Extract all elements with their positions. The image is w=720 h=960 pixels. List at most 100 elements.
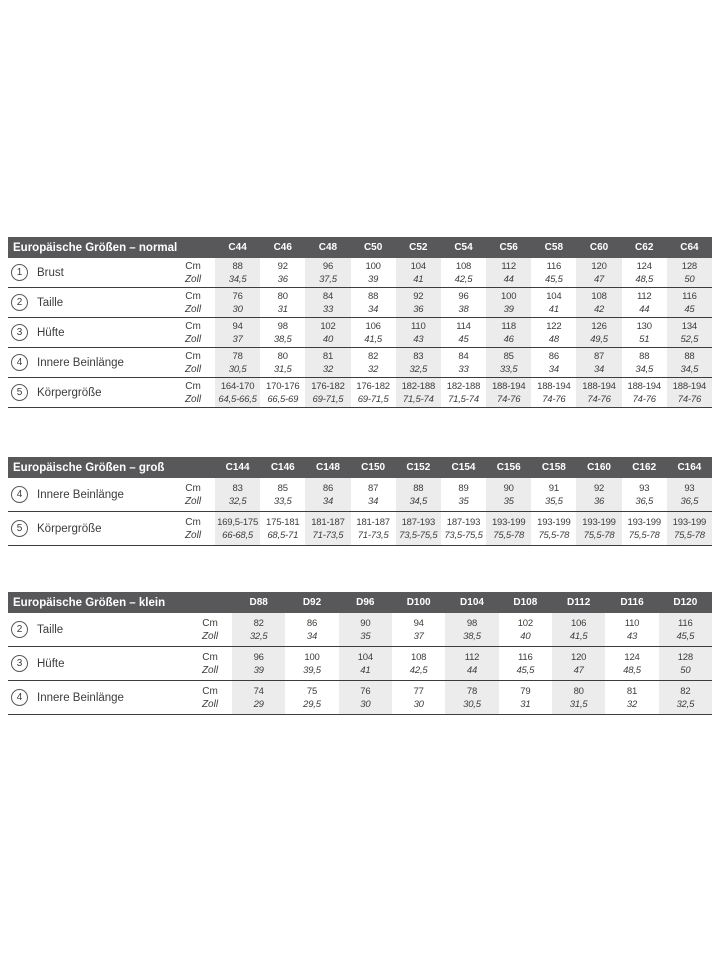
zoll-value: 43: [413, 333, 424, 345]
zoll-value: 30: [232, 303, 243, 315]
cm-value: 96: [253, 651, 264, 663]
cm-value: 88: [639, 350, 650, 362]
zoll-value: 31,5: [273, 363, 292, 375]
unit-cell: Cm Zoll: [171, 512, 215, 545]
size-cell: 79 31: [499, 681, 552, 714]
cm-value: 120: [571, 651, 587, 663]
size-cell: 100 39: [351, 258, 396, 287]
zoll-value: 71,5-74: [402, 393, 434, 405]
size-cell: 176-182 69-71,5: [351, 378, 396, 407]
size-cell: 80 31,5: [260, 348, 305, 377]
size-cell: 86 34: [531, 348, 576, 377]
zoll-value: 41,5: [569, 630, 588, 642]
cm-value: 188-194: [537, 380, 571, 392]
size-cell: 110 43: [605, 613, 658, 646]
column-header: D116: [620, 597, 644, 608]
column-header: D104: [460, 597, 484, 608]
zoll-value: 69-71,5: [312, 393, 344, 405]
table-header: Europäische Größen – normal C44 C46 C48 C50 C…: [8, 237, 712, 258]
row-number-badge: 2: [11, 294, 28, 311]
zoll-value: 34,5: [228, 273, 247, 285]
size-cell: 92 36: [260, 258, 305, 287]
cm-value: 81: [626, 685, 638, 697]
column-header: C160: [587, 462, 611, 473]
row-label: Hüfte: [37, 657, 65, 670]
cm-unit-label: Cm: [185, 320, 201, 332]
size-cell: 84 33: [305, 288, 351, 317]
zoll-value: 31: [277, 303, 288, 315]
size-cell: 187-193 73,5-75,5: [441, 512, 486, 545]
size-cell: 193-199 75,5-78: [666, 512, 712, 545]
zoll-value: 45: [684, 303, 695, 315]
cm-value: 84: [322, 290, 334, 302]
size-cell: 77 30: [392, 681, 445, 714]
column-header: C154: [451, 462, 476, 473]
zoll-value: 38,5: [273, 333, 292, 345]
column-header: C52: [409, 242, 428, 253]
zoll-value: 39: [368, 273, 379, 285]
zoll-value: 30: [413, 698, 424, 710]
cm-value: 188-194: [491, 380, 526, 392]
zoll-value: 49,5: [590, 333, 608, 345]
cm-value: 193-199: [672, 516, 707, 528]
cm-value: 86: [548, 350, 559, 362]
cm-value: 188-194: [627, 380, 661, 392]
size-cell: 81 32: [305, 348, 351, 377]
size-cell: 112 44: [445, 647, 499, 680]
zoll-value: 30: [360, 698, 371, 710]
size-cell: 75 29,5: [285, 681, 338, 714]
column-header: D108: [513, 597, 538, 608]
zoll-value: 66-68,5: [222, 529, 253, 541]
size-cell: 92 36: [395, 288, 441, 317]
cm-value: 100: [304, 651, 320, 663]
size-cell: 108 42,5: [441, 258, 486, 287]
cm-value: 76: [360, 685, 371, 697]
row-label: Hüfte: [37, 326, 65, 339]
cm-value: 81: [322, 350, 334, 362]
zoll-value: 75,5-78: [493, 529, 525, 541]
cm-value: 124: [624, 651, 640, 663]
size-cell: 81 32: [605, 681, 658, 714]
cm-value: 126: [591, 320, 607, 332]
cm-value: 182-188: [446, 380, 481, 392]
cm-value: 188-194: [672, 380, 707, 392]
row-number-badge: 4: [11, 354, 28, 371]
cm-unit-label: Cm: [185, 350, 201, 362]
cm-value: 92: [413, 290, 424, 302]
zoll-value: 40: [520, 630, 531, 642]
zoll-value: 48: [548, 333, 559, 345]
size-cell: 134 52,5: [666, 318, 712, 347]
cm-value: 85: [277, 482, 288, 494]
zoll-unit-label: Zoll: [184, 495, 202, 507]
row-number-badge: 4: [11, 689, 28, 706]
zoll-value: 30,5: [228, 363, 247, 375]
table-row: 3 Hüfte Cm Zoll 94 37 98 38,5 102 40 106 41,5 110 43 1…: [8, 318, 712, 348]
size-cell: 98 38,5: [445, 613, 499, 646]
unit-cell: Cm Zoll: [171, 348, 215, 377]
size-cell: 82 32,5: [232, 613, 286, 646]
zoll-unit-label: Zoll: [184, 363, 202, 375]
zoll-unit-label: Zoll: [184, 273, 202, 285]
cm-value: 90: [503, 482, 514, 494]
cm-value: 87: [368, 482, 379, 494]
size-cell: 94 37: [215, 318, 261, 347]
zoll-value: 44: [639, 303, 650, 315]
zoll-value: 39: [503, 303, 514, 315]
zoll-value: 29,5: [303, 698, 321, 710]
cm-value: 98: [277, 320, 288, 332]
size-cell: 187-193 73,5-75,5: [395, 512, 441, 545]
zoll-value: 32,5: [409, 363, 428, 375]
cm-value: 86: [306, 617, 318, 629]
column-header: C54: [454, 242, 473, 253]
cm-value: 187-193: [446, 516, 481, 528]
size-cell: 128 50: [666, 258, 712, 287]
row-label: Taille: [37, 623, 64, 636]
row-label-cell: 4 Innere Beinlänge: [8, 681, 188, 714]
cm-value: 92: [277, 260, 288, 272]
zoll-value: 41,5: [364, 333, 382, 345]
zoll-value: 32,5: [676, 698, 695, 710]
cm-value: 90: [360, 617, 371, 629]
size-table-gross: Europäische Größen – groß C144 C146 C148 C15…: [8, 457, 712, 546]
zoll-value: 73,5-75,5: [444, 529, 483, 541]
size-cell: 93 36,5: [622, 478, 667, 511]
